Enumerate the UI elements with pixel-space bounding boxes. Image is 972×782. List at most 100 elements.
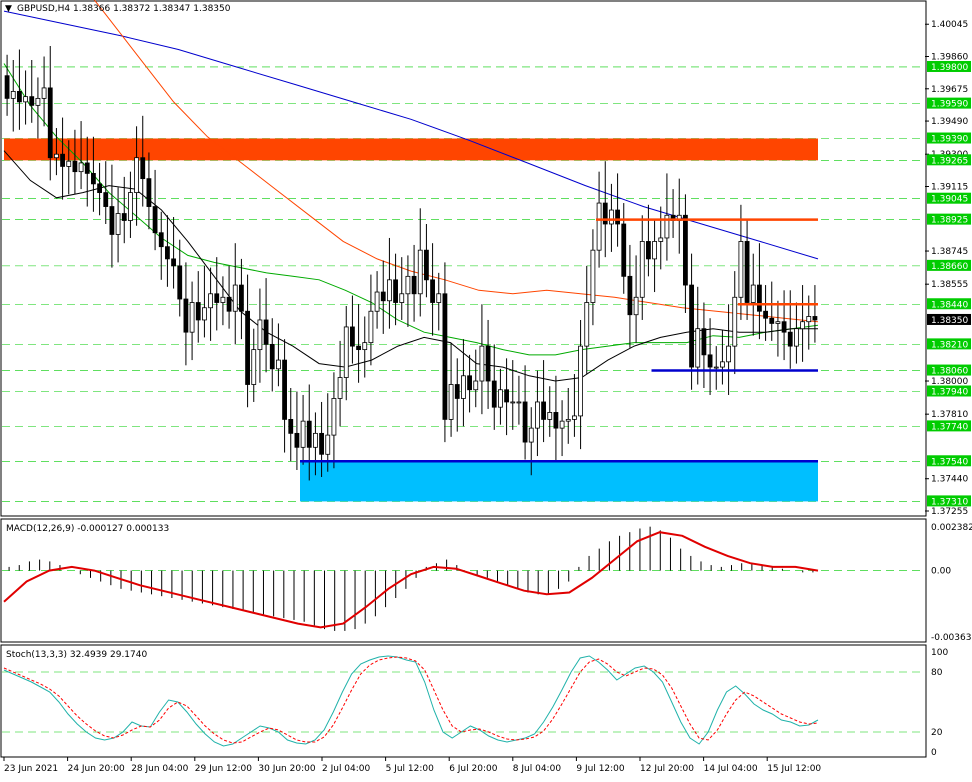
candle-body [263,319,269,345]
price-tick-label: 1.39675 [931,85,968,95]
candle-body [72,160,78,173]
horizontal-levels [300,218,818,463]
candle-body [596,202,602,251]
price-tag-label: 1.39390 [931,135,968,145]
candles [4,46,818,481]
main-header: GBPUSD,H4 1.38366 1.38372 1.38347 1.3835… [17,4,231,14]
candle-body [732,296,738,347]
price-tag [927,97,971,109]
candle-body [417,249,423,295]
candle-body [572,415,577,420]
macd-tick-label: 0.002382 [931,523,972,533]
candle-body [10,91,16,99]
candle-body [294,432,300,448]
price-tag-label: 1.37740 [931,422,968,432]
candle-body [337,377,343,399]
candle-body [84,162,90,174]
resistance-zone [4,138,818,161]
stoch-tick-label: 20 [931,728,943,738]
candle-body [195,302,201,321]
candle-body [720,361,725,368]
candle-body [454,384,460,399]
candle-body [189,302,195,333]
price-tag [927,420,971,432]
candle-body [491,380,497,408]
price-tag-label: 1.37310 [931,497,968,507]
price-tick-label: 1.37255 [931,507,968,517]
price-tick-label: 1.38000 [931,377,968,387]
candle-body [60,153,65,167]
candle-body [738,241,744,298]
stoch-header: Stoch(13,3,3) 32.4939 29.1740 [6,650,147,660]
candle-body [775,321,781,324]
candle-body [343,326,349,378]
candle-body [232,284,238,312]
time-tick-label: 9 Jul 12:00 [576,764,625,774]
candle-body [306,420,312,448]
candle-body [763,310,768,319]
candle-body [522,401,528,443]
stoch-main-line [3,655,819,747]
macd-signal-line [3,531,819,629]
candle-body [47,87,53,159]
time-tick-label: 5 Jul 12:00 [386,764,435,774]
candle-body [750,284,756,303]
price-tag-label: 1.37940 [931,387,968,397]
candle-body [436,293,442,303]
time-tick-label: 6 Jul 20:00 [449,764,498,774]
candle-body [245,310,250,385]
candle-body [319,432,324,455]
candle-body [288,419,294,434]
candle-body [473,380,479,391]
candle-body [424,249,429,281]
candle-body [461,375,466,399]
macd-header: MACD(12,26,9) -0.000127 0.000133 [6,524,169,534]
candle-body [590,249,596,303]
price-tag-label: 1.39045 [931,195,968,205]
candle-body [602,202,608,225]
symbol-marker-icon: ▼ [5,4,12,14]
price-tag-label: 1.38060 [931,367,968,377]
candle-body [565,419,571,422]
candle-body [794,328,799,347]
candle-body [158,232,164,248]
price-tick-label: 1.39490 [931,117,968,127]
time-tick-label: 24 Jun 20:00 [68,764,125,774]
price-tick-label: 1.40045 [931,20,968,30]
candle-body [226,296,232,312]
time-tick-label: 23 Jun 2021 [4,764,58,774]
price-tag [927,192,971,204]
time-tick-label: 15 Jul 12:00 [767,764,821,774]
price-tag [927,364,971,376]
candle-body [646,241,651,260]
candle-body [787,331,793,347]
candle-body [109,206,115,235]
candle-body [769,317,775,324]
price-tag [927,259,971,271]
stoch-tick-label: 100 [931,648,948,658]
candle-body [387,279,392,302]
candle-body [97,183,102,193]
candle-body [812,316,818,321]
price-tag [927,495,971,507]
price-tick-label: 1.37810 [931,410,968,420]
candle-body [325,434,331,455]
candle-body [183,298,189,333]
candle-body [128,192,133,221]
candle-body [535,401,540,429]
candle-body [177,265,183,300]
price-tag-label: 1.39800 [931,63,968,73]
candle-body [140,157,146,180]
candle-body [208,293,213,309]
candle-body [411,275,417,295]
candle-body [399,293,405,303]
candle-body [658,237,664,242]
sma-green-line [3,63,819,356]
candle-body [757,284,762,312]
sma-orange-line [93,0,819,323]
candle-body [276,359,281,370]
candle-body [152,206,158,234]
time-tick-label: 30 Jun 20:00 [258,764,315,774]
candle-body [615,209,620,225]
candle-body [202,307,207,321]
